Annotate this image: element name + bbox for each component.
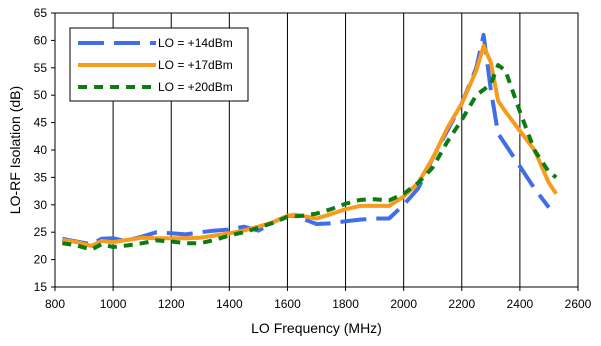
series-layer [61,32,558,252]
x-tick-label: 1600 [274,297,301,311]
x-axis-title: LO Frequency (MHz) [251,320,382,336]
x-tick-label: 2200 [448,297,475,311]
series-line-1 [61,32,551,247]
y-tick-label: 25 [34,225,48,239]
x-tick-label: 1800 [332,297,359,311]
y-tick-label: 35 [34,170,48,184]
y-tick-label: 15 [34,280,48,294]
x-tick-label: 1400 [216,297,243,311]
x-tick-label: 800 [45,297,65,311]
y-tick-label: 50 [34,88,48,102]
legend-label-2: LO = +17dBm [158,58,233,72]
y-tick-label: 20 [34,253,48,267]
x-tick-label: 2400 [507,297,534,311]
x-tick-label: 1000 [100,297,127,311]
y-tick-label: 30 [34,198,48,212]
y-tick-label: 65 [34,6,48,20]
legend-label-1: LO = +14dBm [158,36,233,50]
series-line-3 [61,63,558,252]
x-tick-label: 2600 [565,297,592,311]
y-axis: 15 20 25 30 35 40 45 50 55 60 65 [34,6,55,294]
x-tick-label: 2000 [390,297,417,311]
x-tick-label: 1200 [158,297,185,311]
y-axis-title: LO-RF Isolation (dB) [7,86,23,214]
legend: LO = +14dBm LO = +17dBm LO = +20dBm [69,27,249,102]
y-tick-label: 60 [34,33,48,47]
y-tick-label: 45 [34,116,48,130]
x-axis: 800 1000 1200 1400 1600 1800 2000 2200 2400 2600 [45,287,592,311]
y-tick-label: 40 [34,143,48,157]
series-line-2 [61,43,558,248]
legend-label-3: LO = +20dBm [158,80,233,94]
y-tick-label: 55 [34,61,48,75]
